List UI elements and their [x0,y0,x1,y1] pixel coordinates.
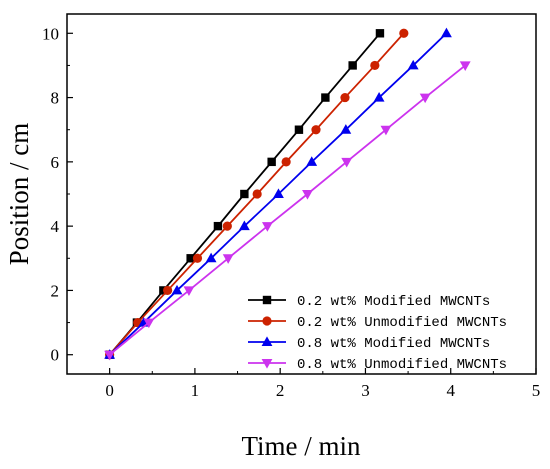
x-tick-label: 3 [361,381,370,400]
data-point [143,318,155,329]
series-3 [104,27,452,359]
data-point [273,188,284,198]
x-tick-label: 1 [191,381,200,400]
data-point [261,222,273,232]
data-point [213,221,223,231]
y-tick-label: 4 [51,217,60,236]
data-point [399,28,409,38]
x-tick-label: 2 [276,381,285,400]
legend: 0.2 wt% Modified MWCNTs 0.2 wt% Unmodifie… [248,294,507,373]
x-axis-title: Time / min [241,431,361,461]
data-point [340,92,350,103]
legend-item: 0.8 wt% Modified MWCNTs [248,336,490,352]
legend-item: 0.2 wt% Modified MWCNTs [248,294,490,310]
y-tick-label: 8 [51,89,60,108]
y-tick-label: 6 [51,153,60,172]
legend-label: 0.2 wt% Unmodified MWCNTs [297,315,507,331]
y-tick-label: 10 [42,24,59,43]
data-point [222,254,234,264]
data-point [302,190,313,200]
data-point [340,124,352,134]
x-tick-label: 5 [532,381,541,400]
data-point [306,156,318,166]
data-point [192,253,203,263]
series-line [109,64,466,356]
data-point [186,254,195,263]
legend-marker [262,316,272,326]
data-point [375,29,385,38]
data-point [407,59,419,70]
series-layer [104,27,471,361]
data-point [222,221,232,231]
data-point [373,91,385,102]
data-point [419,93,431,104]
data-point [238,220,250,231]
y-tick-label: 0 [51,346,60,365]
data-point [380,125,392,136]
legend-marker [262,295,272,305]
data-point [171,284,183,295]
legend-label: 0.2 wt% Modified MWCNTs [297,294,490,310]
data-point [370,60,380,71]
y-tick-label: 2 [51,281,60,300]
data-point [104,350,116,361]
data-point [341,157,353,168]
data-point [459,61,471,72]
y-axis: 0 2 4 6 8 10 [42,24,73,365]
data-point [240,189,249,199]
x-tick-label: 4 [446,381,455,400]
data-point [294,125,304,134]
data-point [348,61,357,70]
x-tick-label: 0 [105,381,114,400]
data-point [441,27,452,38]
data-point [267,157,276,167]
legend-marker [261,359,273,369]
legend-marker [261,336,273,346]
x-axis: 0 1 2 3 4 5 [66,368,541,400]
legend-label: 0.8 wt% Modified MWCNTs [297,336,490,352]
data-point [281,157,291,167]
series-4 [104,61,471,361]
data-point [183,286,195,297]
data-point [205,252,217,263]
legend-item: 0.2 wt% Unmodified MWCNTs [248,315,507,331]
data-point [252,189,262,199]
data-point [311,125,321,135]
data-point [321,93,330,102]
data-point [163,285,173,296]
legend-item: 0.8 wt% Unmodified MWCNTs [248,357,507,373]
legend-label: 0.8 wt% Unmodified MWCNTs [297,357,507,373]
y-axis-title: Position / cm [4,123,34,266]
